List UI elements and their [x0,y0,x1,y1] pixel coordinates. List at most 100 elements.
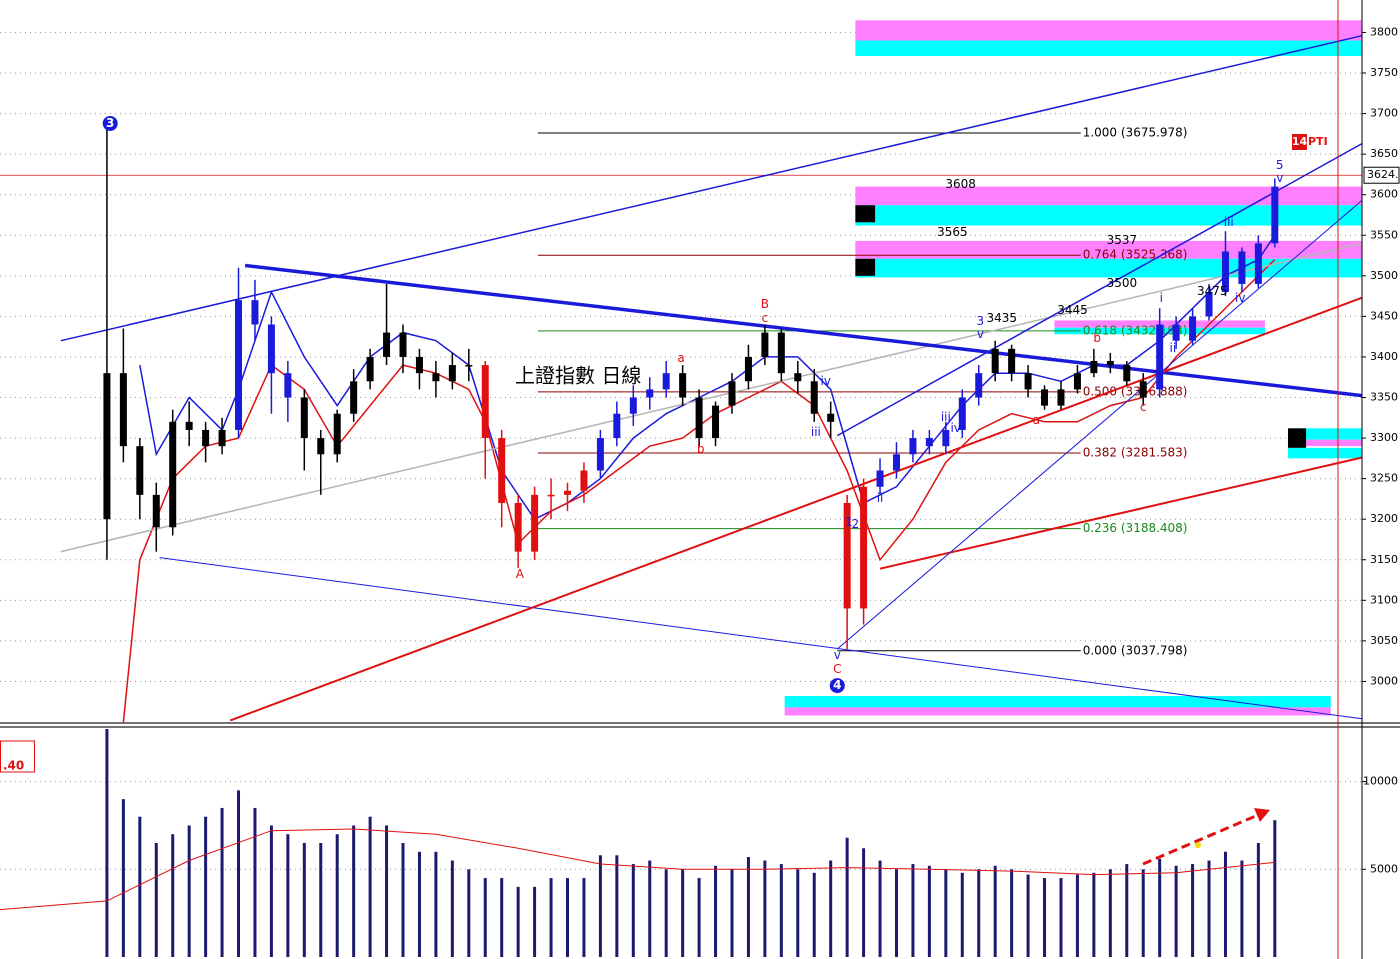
candle-body [383,332,391,357]
candle-body [794,373,802,382]
annotation: c [762,311,769,325]
y-tick-label: 3550 [1370,228,1398,241]
wave-marker [829,678,845,694]
badge-box [1292,134,1307,150]
candle-body [728,381,736,406]
volume-bar [533,886,537,957]
candle-body [991,348,999,374]
candle-body [843,502,851,609]
y-tick-label: 3400 [1370,350,1398,363]
candle-body [892,454,900,471]
trend-arrow [1142,813,1259,866]
volume-bar [220,807,224,957]
candle-body [432,373,440,382]
y-tick-label: 3450 [1370,309,1398,322]
badge-text: PTI [1308,135,1328,148]
volume-bar [927,865,931,957]
volume-bar [845,837,849,957]
candle-body [218,429,226,447]
volume-bar [500,878,504,957]
volume-bar [385,825,389,957]
annotation: 3500 [1107,276,1138,290]
overlay-line [60,34,1363,342]
volume-bar [664,869,668,957]
candle-body [514,502,522,552]
volume-bar [631,864,635,957]
zone [784,696,1331,708]
candle-body [1057,389,1065,406]
volume-bar [352,825,356,957]
volume-bar [681,869,685,957]
annotation: iv [950,421,960,435]
zone [855,240,1362,259]
candle-body [646,389,654,398]
volume-bar [1174,865,1178,957]
annotation: 3608 [945,177,976,191]
candle-body [662,373,670,390]
volume-bar [171,834,175,957]
y-tick-label: 3650 [1370,147,1398,160]
candle-body [679,373,687,398]
candle-body [1221,251,1229,293]
candle-body [1238,251,1246,284]
candle-body [119,373,127,447]
volume-bar [434,851,438,957]
candle-body [564,490,571,495]
candle-body [267,324,275,374]
annotation: iii [811,425,821,439]
candle-body [152,494,160,528]
y-tick-label: 3050 [1370,634,1398,647]
annotation: a [1033,413,1040,427]
annotation: c [1140,400,1147,414]
candle-body [629,397,637,414]
candle-body [1156,324,1164,390]
y-tick-label: 3600 [1370,188,1398,201]
volume-bar [1256,843,1260,957]
candle-body [744,356,752,382]
candle-body [498,438,506,503]
volume-bar [1010,869,1014,957]
volume-bar [960,872,964,957]
candle-body [300,397,308,439]
annotation: 5 [1276,158,1284,172]
volume-bar [1141,869,1145,957]
y-tick-label: 3750 [1370,66,1398,79]
annotation: B [761,297,769,311]
candle-body [1073,373,1081,390]
candle-body [169,421,177,528]
volume-bar [911,864,915,957]
annotation: v [977,327,984,341]
candle-body [827,413,835,422]
candle-body [876,470,884,487]
volume-bar [237,790,241,957]
zone [855,205,876,223]
annotation: C [833,662,841,676]
volume-bar [812,872,816,957]
volume-bar [1223,851,1227,957]
volume-bar [549,878,553,957]
volume-bar [944,869,948,957]
y-tick-label: 3700 [1370,107,1398,120]
candle-body [975,373,983,398]
candle-body [1189,316,1197,341]
candle-body [103,373,111,520]
annotation: iv [1235,291,1245,305]
volume-bar [1059,878,1063,957]
candle-body [481,365,489,439]
candle-body [317,438,325,455]
volume-bar [796,869,800,957]
annotation: b [1093,331,1101,345]
zone [1287,447,1362,459]
candle-body [202,429,210,447]
annotation: 1 [845,515,853,529]
volume-bar [138,816,142,957]
candle-body [1172,324,1180,341]
annotation: v [1276,171,1283,185]
volume-bar [878,860,882,957]
candle-body [596,438,604,471]
zone [1287,439,1362,447]
volume-bar [187,825,191,957]
volume-bar [1092,872,1096,957]
candle-body [909,438,917,455]
last-price-label: 3624. [1367,168,1399,181]
